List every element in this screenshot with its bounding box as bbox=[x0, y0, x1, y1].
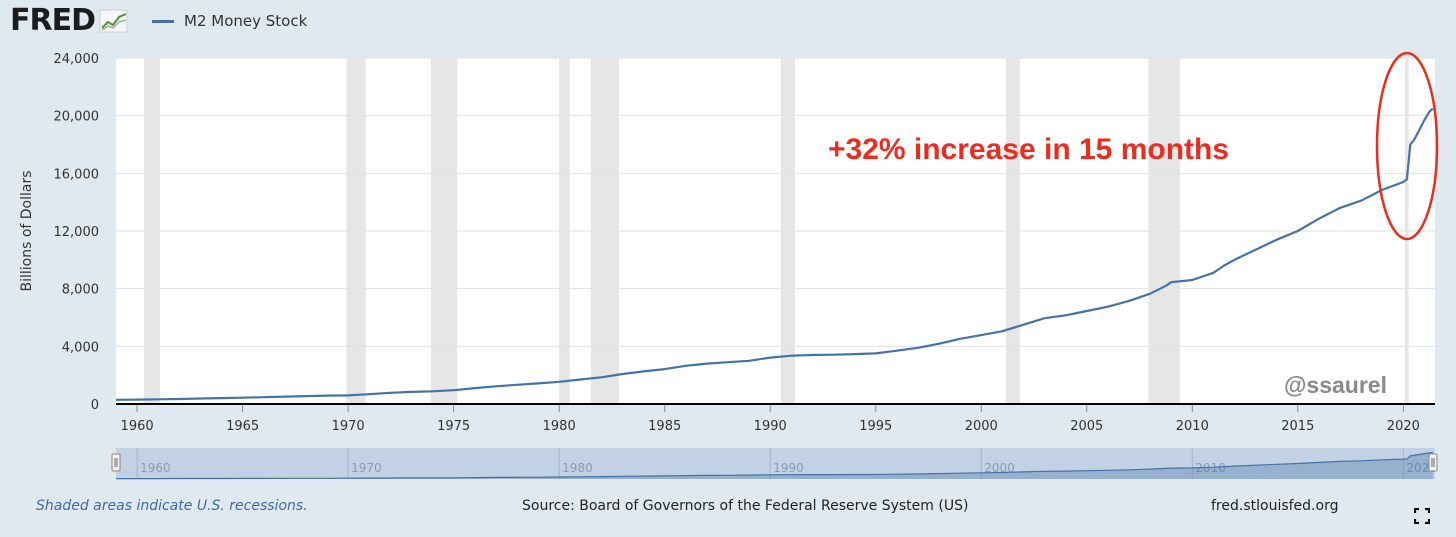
x-tick-label: 2020 bbox=[1387, 419, 1420, 434]
chart-legend[interactable]: M2 Money Stock bbox=[152, 12, 307, 30]
watermark-ssaurel: @ssaurel bbox=[1284, 372, 1387, 398]
y-axis-ticks: 0 4,000 8,000 12,000 16,000 20,000 24,000 bbox=[54, 52, 100, 413]
y-tick-label: 12,000 bbox=[54, 225, 100, 240]
series-layer bbox=[115, 107, 1434, 401]
fred-chart-icon bbox=[99, 9, 128, 33]
y-tick-label: 16,000 bbox=[54, 167, 100, 182]
y-tick-label: 0 bbox=[91, 398, 99, 413]
site-link[interactable]: fred.stlouisfed.org bbox=[1211, 498, 1339, 514]
navigator-tick-label: 1980 bbox=[562, 461, 593, 475]
legend-swatch bbox=[152, 19, 174, 23]
y-axis-label: Billions of Dollars bbox=[19, 170, 35, 291]
y-tick-label: 8,000 bbox=[62, 283, 99, 298]
x-tick-label: 2000 bbox=[965, 419, 998, 434]
fullscreen-icon[interactable] bbox=[1414, 508, 1430, 524]
x-tick-label: 1985 bbox=[648, 419, 681, 434]
fred-logo-text: FRED bbox=[10, 3, 96, 38]
navigator-selection[interactable] bbox=[116, 448, 1435, 479]
annotation-circle bbox=[1375, 51, 1439, 241]
navigator-left-handle[interactable] bbox=[111, 453, 121, 472]
navigator-area-0 bbox=[116, 452, 1433, 479]
legend-label: M2 Money Stock bbox=[184, 12, 308, 30]
x-tick-label: 2005 bbox=[1070, 419, 1103, 434]
x-tick-label: 1970 bbox=[332, 419, 365, 434]
x-tick-label: 2010 bbox=[1176, 419, 1209, 434]
navigator-right-handle[interactable] bbox=[1428, 453, 1438, 472]
navigator-tick-label: 1960 bbox=[140, 461, 171, 475]
y-tick-label: 24,000 bbox=[54, 52, 100, 67]
x-tick-label: 1975 bbox=[437, 419, 470, 434]
series-line-0 bbox=[115, 107, 1434, 401]
y-tick-label: 20,000 bbox=[54, 110, 100, 125]
chart-header: FRED M2 Money Stock bbox=[0, 0, 1456, 46]
gridlines bbox=[116, 57, 1435, 347]
x-tick-label: 2015 bbox=[1281, 419, 1314, 434]
recession-note: Shaded areas indicate U.S. recessions. bbox=[36, 498, 308, 514]
x-tick-label: 1995 bbox=[859, 419, 892, 434]
annotation-increase: +32% increase in 15 months bbox=[828, 133, 1229, 166]
y-tick-label: 4,000 bbox=[62, 340, 99, 355]
fred-logo[interactable]: FRED bbox=[10, 6, 129, 36]
navigator-line-0 bbox=[116, 451, 1433, 480]
x-axis-ticks: 1960 1965 1970 1975 1980 1985 1990 1995 2000 2005… bbox=[121, 404, 1420, 434]
navigator-series bbox=[116, 451, 1433, 480]
navigator-tick-label: 1990 bbox=[773, 461, 804, 475]
x-tick-label: 1960 bbox=[121, 419, 154, 434]
navigator-tick-label: 2000 bbox=[984, 461, 1015, 475]
range-navigator[interactable]: 1960 1970 1980 1990 2000 2010 2020 bbox=[111, 448, 1438, 480]
source-text: Source: Board of Governors of the Federa… bbox=[522, 498, 969, 514]
x-tick-label: 1990 bbox=[754, 419, 787, 434]
x-tick-label: 1965 bbox=[226, 419, 259, 434]
navigator-tick-label: 2010 bbox=[1195, 461, 1226, 475]
navigator-ticks: 1960 1970 1980 1990 2000 2010 2020 bbox=[136, 448, 1437, 479]
x-tick-label: 1980 bbox=[543, 419, 576, 434]
navigator-tick-label: 1970 bbox=[351, 461, 382, 475]
